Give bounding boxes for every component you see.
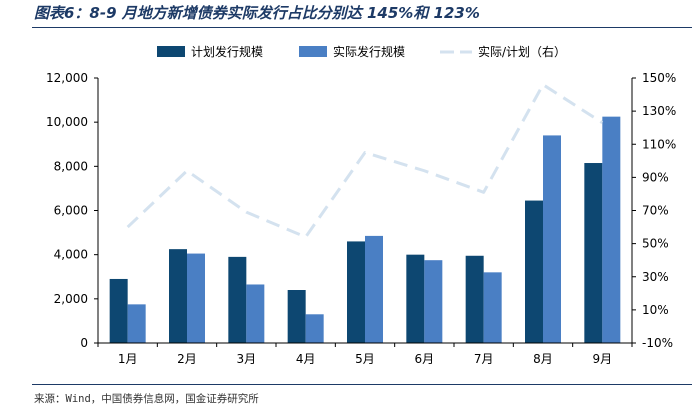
x-tick-label: 3月 <box>237 352 257 366</box>
right-tick-label: 50% <box>642 237 669 251</box>
legend-ratio-label: 实际/计划（右） <box>478 44 566 59</box>
x-tick-label: 9月 <box>593 352 613 366</box>
actual-bar <box>602 116 621 343</box>
planned-bar <box>406 254 425 343</box>
actual-bar <box>483 272 502 343</box>
x-tick-label: 8月 <box>533 352 553 366</box>
actual-bar <box>246 284 265 343</box>
actual-bar <box>127 304 146 343</box>
legend-actual-label: 实际发行规模 <box>333 44 405 59</box>
right-tick-label: 130% <box>642 104 676 118</box>
x-tick-label: 5月 <box>355 352 375 366</box>
left-tick-label: 4,000 <box>54 248 88 262</box>
planned-bar <box>287 290 306 343</box>
right-tick-label: 90% <box>642 170 669 184</box>
planned-bar <box>347 241 365 343</box>
ratio-line <box>126 83 604 239</box>
actual-bar <box>187 253 205 343</box>
legend: 计划发行规模 实际发行规模 实际/计划（右） <box>157 44 566 59</box>
right-tick-label: 110% <box>642 137 676 151</box>
right-tick-label: -10% <box>642 336 673 350</box>
left-tick-label: 2,000 <box>54 292 88 306</box>
planned-bar <box>465 255 484 343</box>
legend-planned-label: 计划发行规模 <box>191 44 263 59</box>
planned-bar <box>169 249 187 343</box>
x-tick-label: 6月 <box>415 352 435 366</box>
actual-bar <box>305 314 324 343</box>
planned-bar <box>109 278 128 343</box>
chart: 计划发行规模 实际发行规模 实际/计划（右） 0 2,000 4,000 6,000 8,0… <box>46 44 676 366</box>
legend-actual-swatch <box>299 46 327 57</box>
title-rule <box>32 27 692 28</box>
right-tick-label: 150% <box>642 71 676 85</box>
right-tick-label: 10% <box>642 303 669 317</box>
right-axis-ticks: -10% 10% 30% 50% 70% 90% 110% 130% 150% <box>642 71 676 350</box>
x-axis-ticks: 1月 2月 3月 4月 5月 6月 7月 8月 9月 <box>118 352 612 366</box>
left-tick-label: 8,000 <box>54 159 88 173</box>
planned-bar <box>525 200 543 343</box>
left-tick-label: 12,000 <box>46 71 88 85</box>
source-note: 来源：Wind，中国债券信息网，国金证券研究所 <box>34 393 259 405</box>
legend-planned-swatch <box>157 46 185 57</box>
left-axis-ticks: 0 2,000 4,000 6,000 8,000 10,000 12,000 <box>46 71 88 350</box>
left-tick-label: 0 <box>80 336 88 350</box>
ratio-series-line <box>126 83 604 239</box>
actual-bar <box>543 135 561 343</box>
x-tick-label: 1月 <box>118 352 138 366</box>
right-tick-label: 30% <box>642 270 669 284</box>
x-tick-label: 7月 <box>474 352 494 366</box>
planned-bar <box>584 163 603 343</box>
actual-bar <box>365 235 383 343</box>
source-rule <box>32 384 692 385</box>
actual-bar <box>424 260 443 343</box>
left-tick-label: 6,000 <box>54 204 88 218</box>
figure-title: 图表6：8-9 月地方新增债券实际发行占比分别达 145%和 123% <box>34 4 480 22</box>
bars <box>109 116 621 343</box>
x-tick-label: 4月 <box>296 352 316 366</box>
axes <box>94 77 636 347</box>
left-tick-label: 10,000 <box>46 115 88 129</box>
x-tick-label: 2月 <box>177 352 197 366</box>
planned-bar <box>228 256 247 343</box>
right-tick-label: 70% <box>642 204 669 218</box>
